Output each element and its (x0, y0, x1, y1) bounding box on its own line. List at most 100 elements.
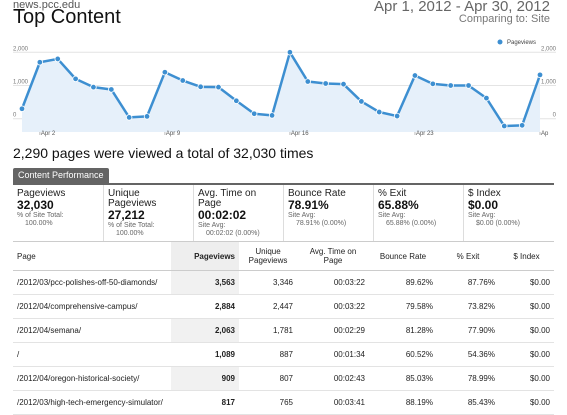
cell-unique-pageviews: 807 (239, 366, 297, 391)
data-point (143, 113, 151, 120)
metric-sub-value: 100.00% (25, 220, 53, 227)
comparing-label: Comparing to: Site (458, 13, 550, 25)
col-header-pageviews[interactable]: Pageviews (171, 242, 239, 271)
data-point (72, 75, 79, 83)
tab-underline (13, 183, 554, 185)
y-tick-label: 0 (13, 113, 17, 119)
data-point (393, 112, 401, 120)
cell-avg-time: 00:03:41 (297, 390, 369, 415)
y-tick-label-right: 1,000 (541, 80, 557, 86)
page-link[interactable]: /2012/03/high-tech-emergency-simulator/ (13, 390, 171, 415)
cell-index: $0.00 (499, 390, 554, 415)
data-point (251, 110, 258, 117)
cell-pageviews: 909 (171, 366, 239, 391)
metric-bounce-rate[interactable]: Bounce Rate 78.91% Site Avg: 78.91% (0.0… (283, 185, 373, 241)
data-point (518, 122, 526, 129)
col-header-unique-pageviews[interactable]: Unique Pageviews (239, 242, 297, 271)
cell-unique-pageviews: 2,447 (239, 294, 297, 319)
cell-pageviews: 2,884 (171, 294, 239, 319)
cell-exit: 77.90% (437, 318, 499, 343)
metric-value: 78.91% (288, 198, 329, 212)
metric-sub: Site Avg: (288, 212, 316, 219)
metric-pageviews[interactable]: Pageviews 32,030 % of Site Total: 100.00… (13, 185, 103, 241)
metric-value: 27,212 (108, 208, 145, 222)
metric-index[interactable]: $ Index $0.00 Site Avg: $0.00 (0.00%) (463, 185, 554, 241)
metric-label: Avg. Time on Page (198, 188, 257, 209)
chart-svg: 2,000 2,000 1,000 1,000 0 0 Apr 2 Apr 9 Apr 16 Ap… (13, 39, 557, 137)
data-point (304, 78, 311, 85)
metric-avg-time[interactable]: Avg. Time on Page 00:02:02 Site Avg: 00:… (193, 185, 283, 241)
cell-index: $0.00 (499, 366, 554, 391)
cell-pageviews: 817 (171, 390, 239, 415)
metric-exit[interactable]: % Exit 65.88% Site Avg: 65.88% (0.00%) (373, 185, 463, 241)
data-point (197, 83, 204, 91)
page-link[interactable]: /2012/04/oregon-historical-society/ (13, 366, 171, 391)
cell-exit: 78.99% (437, 366, 499, 391)
metric-value: 65.88% (378, 198, 419, 212)
metric-sub-value: 00:02:02 (0.00%) (206, 230, 260, 237)
cell-bounce-rate: 81.28% (369, 318, 437, 343)
cell-avg-time: 00:01:34 (297, 342, 369, 367)
metric-unique-pageviews[interactable]: Unique Pageviews 27,212 % of Site Total:… (103, 185, 193, 241)
page-title: Top Content (13, 6, 121, 28)
metric-label: Unique Pageviews (108, 188, 157, 209)
area-fill (22, 52, 540, 132)
page-link[interactable]: / (13, 342, 171, 367)
table-row: /2012/04/semana/ 2,063 1,781 00:02:29 81… (13, 318, 554, 343)
page-link[interactable]: /2012/04/semana/ (13, 318, 171, 343)
x-tick-label: Apr 2 (41, 131, 56, 137)
table-row: / 1,089 887 00:01:34 60.52% 54.36% $0.00 (13, 342, 554, 367)
page-link[interactable]: /2012/03/pcc-polishes-off-50-diamonds/ (13, 270, 171, 295)
metric-value: $0.00 (468, 198, 499, 212)
y-tick-label: 2,000 (13, 46, 29, 52)
x-tick-label: Apr 16 (291, 131, 309, 137)
data-point (376, 108, 383, 116)
cell-unique-pageviews: 765 (239, 390, 297, 415)
col-header-exit[interactable]: % Exit (437, 242, 499, 271)
col-header-bounce-rate[interactable]: Bounce Rate (369, 242, 437, 271)
metric-sub: Site Avg: (198, 222, 226, 229)
tab-content-performance[interactable]: Content Performance (13, 168, 109, 183)
table-header-row: Page Pageviews Unique Pageviews Avg. Tim… (13, 242, 554, 271)
metric-sub-value: $0.00 (0.00%) (476, 220, 520, 227)
data-point (501, 122, 508, 130)
cell-exit: 73.82% (437, 294, 499, 319)
data-point (90, 83, 97, 91)
page-link[interactable]: /2012/04/comprehensive-campus/ (13, 294, 171, 319)
cell-pageviews: 3,563 (171, 270, 239, 295)
cell-index: $0.00 (499, 270, 554, 295)
col-header-avg-time[interactable]: Avg. Time on Page (297, 242, 369, 271)
data-point (411, 72, 419, 79)
table-row: /2012/03/high-tech-emergency-simulator/ … (13, 390, 554, 415)
cell-bounce-rate: 88.19% (369, 390, 437, 415)
cell-bounce-rate: 60.52% (369, 342, 437, 367)
cell-exit: 87.76% (437, 270, 499, 295)
metric-sub: % of Site Total: (17, 212, 64, 219)
data-point (233, 97, 240, 104)
data-point (286, 49, 294, 56)
col-header-index[interactable]: $ Index (499, 242, 554, 271)
cell-pageviews: 2,063 (171, 318, 239, 343)
metric-sub: Site Avg: (378, 212, 406, 219)
legend-label: Pageviews (507, 40, 536, 46)
metrics-scorecard: Pageviews 32,030 % of Site Total: 100.00… (13, 185, 554, 242)
x-tick-label: Apr 9 (166, 131, 181, 137)
data-point (358, 98, 365, 105)
content-table: Page Pageviews Unique Pageviews Avg. Tim… (13, 242, 554, 415)
site-name: news.pcc.edu (13, 0, 81, 11)
data-point (54, 55, 61, 63)
metric-label: Pageviews (17, 188, 66, 199)
date-range-picker[interactable]: Apr 1, 2012 - Apr 30, 2012 (374, 0, 550, 15)
summary-text: 2,290 pages were viewed a total of 32,03… (13, 145, 314, 161)
table-row: /2012/04/comprehensive-campus/ 2,884 2,4… (13, 294, 554, 319)
legend-swatch (497, 39, 503, 45)
y-tick-label-right: 2,000 (541, 46, 557, 52)
cell-unique-pageviews: 1,781 (239, 318, 297, 343)
metric-sub-value: 100.00% (116, 230, 144, 237)
y-tick-label-right: 0 (553, 113, 557, 119)
cell-avg-time: 00:03:22 (297, 270, 369, 295)
cell-avg-time: 00:02:29 (297, 318, 369, 343)
col-header-page[interactable]: Page (13, 242, 171, 271)
metric-value: 00:02:02 (198, 208, 247, 222)
data-point (125, 114, 133, 121)
